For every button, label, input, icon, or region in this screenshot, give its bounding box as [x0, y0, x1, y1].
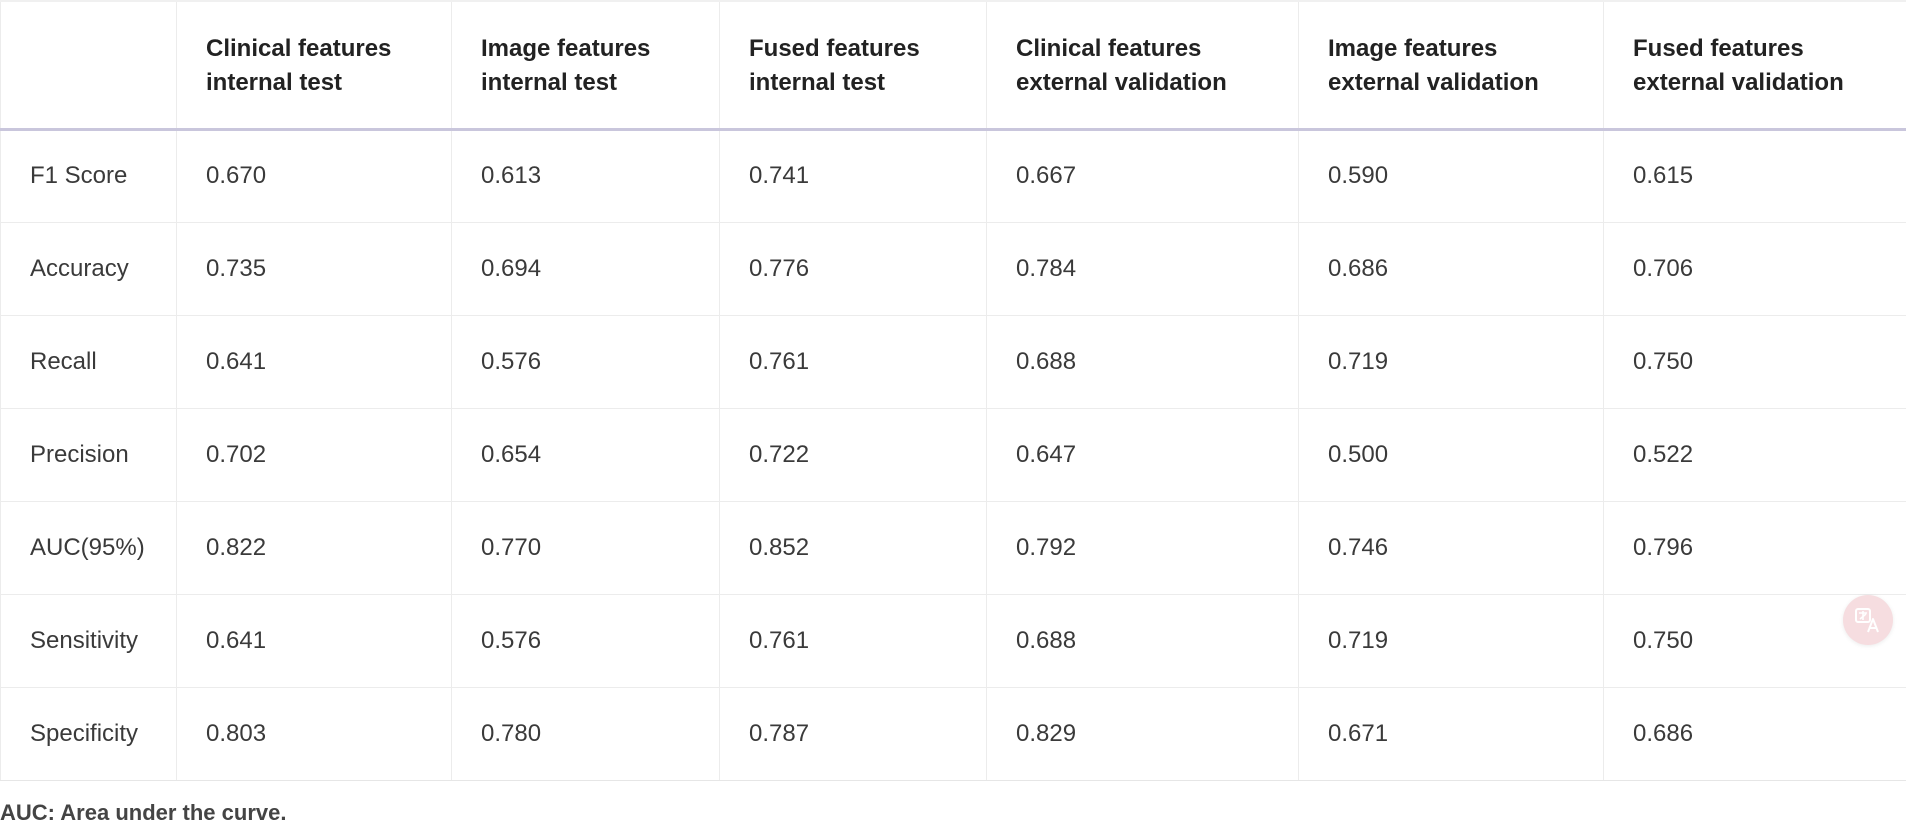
table-cell: 0.787 — [719, 687, 987, 781]
table-row: Precision 0.702 0.654 0.722 0.647 0.500 … — [0, 408, 1906, 502]
header-line: external validation — [1328, 68, 1539, 96]
table-cell: 0.615 — [1603, 129, 1906, 223]
header-line: Image features — [1328, 34, 1498, 62]
row-metric-label: AUC(95%) — [0, 501, 177, 595]
table-cell: 0.719 — [1298, 315, 1604, 409]
table-cell: 0.770 — [451, 501, 720, 595]
table-row: Recall 0.641 0.576 0.761 0.688 0.719 0.7… — [0, 315, 1906, 409]
header-cell: Fused features external validation — [1603, 0, 1906, 131]
header-line: internal test — [749, 68, 886, 96]
table-cell: 0.688 — [986, 315, 1299, 409]
table-cell: 0.829 — [986, 687, 1299, 781]
table-row: F1 Score 0.670 0.613 0.741 0.667 0.590 0… — [0, 129, 1906, 223]
header-line: Fused features — [1633, 34, 1804, 62]
table-cell: 0.654 — [451, 408, 720, 502]
table-cell: 0.522 — [1603, 408, 1906, 502]
table-cell: 0.852 — [719, 501, 987, 595]
row-metric-label: Recall — [0, 315, 177, 409]
table-cell: 0.686 — [1298, 222, 1604, 316]
table-cell: 0.500 — [1298, 408, 1604, 502]
header-line: Clinical features — [1016, 34, 1202, 62]
table-cell: 0.803 — [176, 687, 452, 781]
table-cell: 0.590 — [1298, 129, 1604, 223]
row-metric-label: Specificity — [0, 687, 177, 781]
header-line: internal test — [206, 68, 343, 96]
translate-button[interactable] — [1843, 595, 1893, 645]
table-cell: 0.647 — [986, 408, 1299, 502]
table-cell: 0.780 — [451, 687, 720, 781]
table-cell: 0.735 — [176, 222, 452, 316]
table-cell: 0.761 — [719, 315, 987, 409]
table-cell: 0.746 — [1298, 501, 1604, 595]
table-cell: 0.761 — [719, 594, 987, 688]
table-cell: 0.706 — [1603, 222, 1906, 316]
row-metric-label: Sensitivity — [0, 594, 177, 688]
header-line: Fused features — [749, 34, 920, 62]
table-cell: 0.719 — [1298, 594, 1604, 688]
row-metric-label: F1 Score — [0, 129, 177, 223]
table-cell: 0.792 — [986, 501, 1299, 595]
table-cell: 0.688 — [986, 594, 1299, 688]
table-cell: 0.750 — [1603, 315, 1906, 409]
table-cell: 0.576 — [451, 315, 720, 409]
table-cell: 0.671 — [1298, 687, 1604, 781]
header-cell: Clinical features external validation — [986, 0, 1299, 131]
table-cell: 0.796 — [1603, 501, 1906, 595]
header-line: internal test — [481, 68, 618, 96]
row-metric-label: Accuracy — [0, 222, 177, 316]
table-row: Specificity 0.803 0.780 0.787 0.829 0.67… — [0, 687, 1906, 781]
table-row: Accuracy 0.735 0.694 0.776 0.784 0.686 0… — [0, 222, 1906, 316]
table-cell: 0.641 — [176, 594, 452, 688]
table-cell: 0.576 — [451, 594, 720, 688]
header-line: Image features — [481, 34, 651, 62]
header-line: external validation — [1016, 68, 1227, 96]
table-row: AUC(95%) 0.822 0.770 0.852 0.792 0.746 0… — [0, 501, 1906, 595]
header-line: Clinical features — [206, 34, 392, 62]
table-row: Sensitivity 0.641 0.576 0.761 0.688 0.71… — [0, 594, 1906, 688]
table-cell: 0.613 — [451, 129, 720, 223]
results-table: Clinical features internal test Image fe… — [0, 0, 1906, 781]
table-cell: 0.694 — [451, 222, 720, 316]
table-cell: 0.667 — [986, 129, 1299, 223]
table-cell: 0.702 — [176, 408, 452, 502]
table-cell: 0.784 — [986, 222, 1299, 316]
header-cell: Image features external validation — [1298, 0, 1604, 131]
header-line: external validation — [1633, 68, 1844, 96]
table-cell: 0.686 — [1603, 687, 1906, 781]
table-cell: 0.722 — [719, 408, 987, 502]
table-header-row: Clinical features internal test Image fe… — [0, 0, 1906, 131]
table-footnote: AUC: Area under the curve. — [0, 800, 287, 825]
header-cell: Image features internal test — [451, 0, 720, 131]
header-cell: Clinical features internal test — [176, 0, 452, 131]
header-cell: Fused features internal test — [719, 0, 987, 131]
header-cell-empty — [0, 0, 177, 131]
row-metric-label: Precision — [0, 408, 177, 502]
table-cell: 0.741 — [719, 129, 987, 223]
table-cell: 0.670 — [176, 129, 452, 223]
table-cell: 0.776 — [719, 222, 987, 316]
translate-icon — [1855, 608, 1879, 633]
table-cell: 0.641 — [176, 315, 452, 409]
table-cell: 0.822 — [176, 501, 452, 595]
